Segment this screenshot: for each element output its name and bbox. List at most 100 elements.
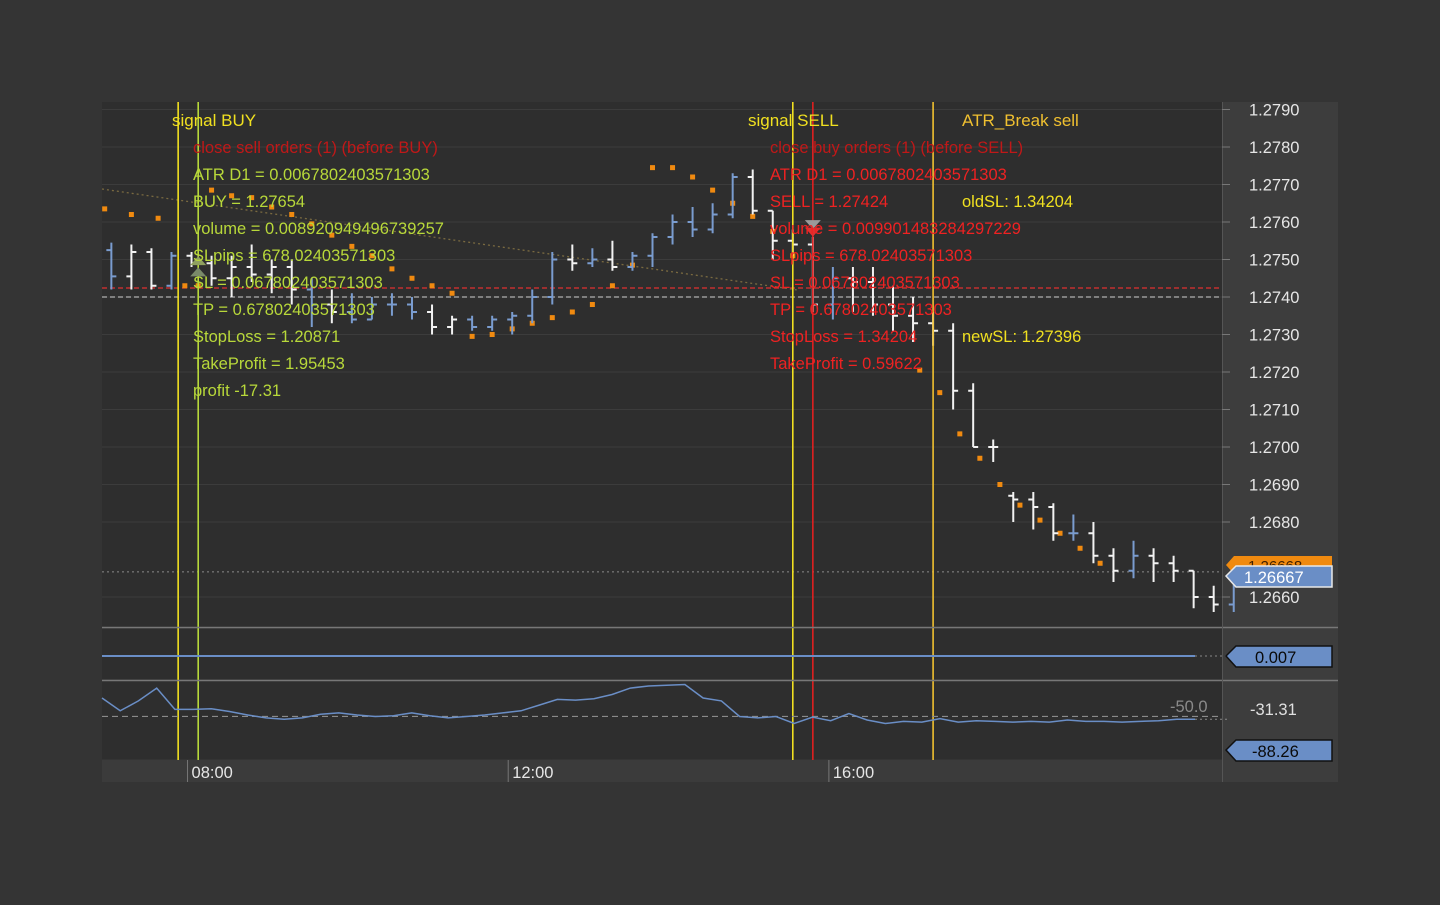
buy-info-line: SL = 0.067802403571303 xyxy=(193,274,383,292)
ohlc-bar xyxy=(447,315,458,335)
ohlc-bar xyxy=(687,207,698,237)
price-axis-tick-label: 1.2770 xyxy=(1249,177,1299,195)
sar-dot xyxy=(977,455,983,461)
ohlc-bar xyxy=(547,252,558,305)
time-axis-background xyxy=(102,760,1222,782)
sar-dot xyxy=(269,204,275,210)
ohlc-bar xyxy=(507,312,518,335)
price-axis-tick-label: 1.2680 xyxy=(1249,514,1299,532)
atr-break-label: ATR_Break sell xyxy=(962,111,1079,130)
ohlc-bar xyxy=(747,169,758,215)
sar-dot xyxy=(469,333,475,339)
ohlc-bar xyxy=(647,233,658,267)
sar-dot xyxy=(1057,530,1063,536)
ohlc-bar xyxy=(1088,522,1099,564)
atr-break-info: ATR_Break sell oldSL: 1.34204 newSL: 1.2… xyxy=(962,111,1081,346)
price-axis-tick-label: 1.2700 xyxy=(1249,439,1299,457)
ohlc-bar xyxy=(827,267,838,320)
sar-dot xyxy=(289,212,295,217)
indicator2-value-text: -88.26 xyxy=(1252,743,1299,761)
ohlc-bar xyxy=(346,293,357,324)
ohlc-bar xyxy=(1188,569,1199,609)
ohlc-bar xyxy=(1008,492,1019,522)
sar-dot xyxy=(710,187,716,193)
ohlc-bar xyxy=(527,289,538,324)
ohlc-bar xyxy=(106,242,117,290)
ohlc-bar xyxy=(1168,555,1179,582)
sell-info-line: TP = 0.67802403571303 xyxy=(770,301,952,319)
signal-markers xyxy=(177,102,934,760)
sar-dot xyxy=(489,332,495,337)
buy-info-line: ATR D1 = 0.0067802403571303 xyxy=(193,166,430,184)
ohlc-bar xyxy=(1068,514,1079,541)
sar-dot xyxy=(957,431,963,437)
ohlc-bars xyxy=(106,169,1259,612)
sar-dot xyxy=(937,390,943,396)
sar-dot xyxy=(1077,545,1083,551)
sar-dot xyxy=(155,215,161,221)
buy-arrow-icon xyxy=(190,267,207,277)
ohlc-bar xyxy=(286,259,297,305)
ohlc-bar xyxy=(146,248,157,290)
sar-dot xyxy=(389,266,395,272)
sell-info-line: SL = 0.067802403571303 xyxy=(770,274,960,292)
sell-signal-label: signal SELL xyxy=(748,111,839,130)
sell-close-orders-text: close buy orders (1) (before SELL) xyxy=(770,139,1023,157)
sar-dot xyxy=(349,243,355,249)
buy-info-line: SLpips = 678.02403571303 xyxy=(193,247,395,265)
price-panel-background xyxy=(102,102,1222,627)
ohlc-bar xyxy=(727,173,738,219)
sar-dot xyxy=(549,315,555,321)
indicator2-panel-background xyxy=(102,681,1222,759)
ohlc-bar xyxy=(246,244,257,282)
sar-dot xyxy=(249,195,255,201)
sar-dot xyxy=(429,283,435,289)
ohlc-bar xyxy=(567,244,578,271)
indicator2-line xyxy=(101,683,1195,725)
ohlc-bar xyxy=(627,252,638,271)
sar-dot xyxy=(670,165,676,171)
sar-dot xyxy=(589,302,595,307)
price-axis-tick-label: 1.2690 xyxy=(1249,477,1299,495)
buy-info-line: TP = 0.67802403571303 xyxy=(193,301,375,319)
sar-dot xyxy=(997,482,1003,487)
last-price-blue-text: 1.26667 xyxy=(1244,569,1304,587)
sell-info-line: ATR D1 = 0.0067802403571303 xyxy=(770,166,1007,184)
sell-info-line: TakeProfit = 0.59622 xyxy=(770,355,922,373)
ohlc-bar xyxy=(467,315,478,331)
ohlc-bar xyxy=(1128,540,1139,579)
sar-dot xyxy=(569,309,575,315)
ohlc-bar xyxy=(306,278,317,327)
ohlc-bar xyxy=(948,323,959,410)
buy-close-orders-text: close sell orders (1) (before BUY) xyxy=(193,139,438,157)
sar-dot xyxy=(917,367,923,373)
price-axis-tick-label: 1.2760 xyxy=(1249,214,1299,232)
sar-dot xyxy=(650,165,655,171)
ohlc-bar xyxy=(126,244,137,290)
time-axis-labels: 08:00 12:00 16:00 xyxy=(187,760,874,782)
horizontal-levels xyxy=(102,287,1222,573)
price-axis-tick-label: 1.2710 xyxy=(1249,402,1299,420)
sar-dot xyxy=(229,193,235,199)
ohlc-bar xyxy=(166,252,177,290)
ohlc-bar xyxy=(427,304,438,335)
price-axis-tick-label: 1.2660 xyxy=(1249,589,1299,607)
ohlc-bar xyxy=(406,297,417,320)
buy-arrow-icon xyxy=(190,256,207,266)
ohlc-bar xyxy=(707,203,718,234)
old-sl-text: oldSL: 1.34204 xyxy=(962,193,1073,211)
time-axis-tick-label: 08:00 xyxy=(192,764,233,782)
sar-dot xyxy=(1097,560,1103,566)
time-axis-tick-label: 16:00 xyxy=(833,764,874,782)
sar-dot xyxy=(369,253,375,259)
sell-info-line: SELL = 1.27424 xyxy=(770,193,888,211)
price-axis-background xyxy=(1222,102,1338,782)
ohlc-bar xyxy=(206,255,217,286)
indicator1-value-text: 0.007 xyxy=(1255,649,1296,667)
new-sl-text: newSL: 1.27396 xyxy=(962,328,1081,346)
ohlc-bar xyxy=(1108,548,1119,582)
ohlc-bar xyxy=(226,255,237,297)
last-price-tags: 1.26668 1.26667 xyxy=(1224,556,1333,588)
